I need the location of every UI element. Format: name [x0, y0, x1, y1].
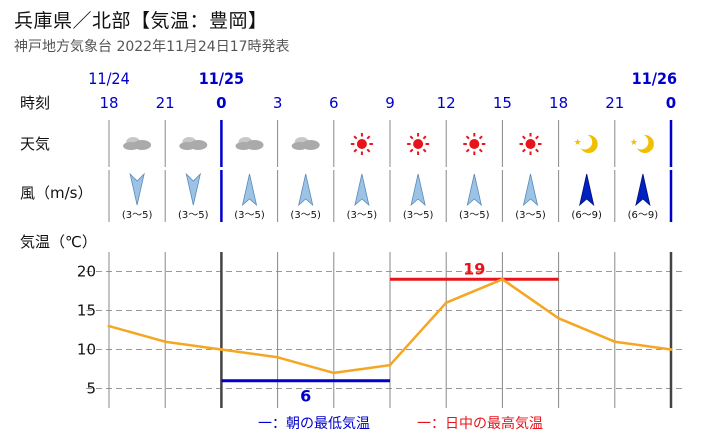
temp-row-label: 気温（℃）: [20, 233, 97, 251]
temperature-point: [669, 348, 673, 351]
hour-label: 12: [437, 94, 456, 112]
temperature-point: [219, 348, 223, 351]
cloudy-icon: [235, 137, 264, 150]
legend-min-label: 一：朝の最低気温: [258, 416, 370, 432]
temperature-point: [107, 324, 111, 328]
wind-arrow-icon: [466, 173, 482, 207]
sunny-icon: [350, 133, 373, 155]
legend-max-label: 一：日中の最高気温: [417, 415, 543, 432]
temperature-point: [276, 355, 280, 359]
page-subtitle: 神戸地方気象台 2022年11月24日17時発表: [14, 39, 290, 55]
wind-speed-range: (3～5): [178, 210, 209, 221]
hour-label: 0: [216, 94, 226, 112]
svg-text:★: ★: [574, 138, 582, 148]
temperature-point: [388, 363, 392, 367]
sunny-icon: [463, 133, 486, 155]
sunny-icon: [519, 133, 542, 155]
date-label: 11/24: [88, 69, 129, 88]
wind-arrow-icon: [635, 173, 651, 207]
y-tick-label: 20: [77, 263, 96, 281]
y-tick-label: 15: [77, 302, 96, 320]
weather-row-label: 天気: [20, 135, 50, 153]
hour-label: 0: [666, 94, 676, 112]
temperature-point: [444, 301, 448, 305]
temperature-point: [500, 277, 504, 281]
wind-speed-range: (3～5): [290, 210, 321, 221]
sunny-icon: [407, 133, 430, 155]
max-temp-label: 19: [463, 259, 485, 278]
wind-speed-range: (3～5): [234, 210, 265, 221]
hour-label: 3: [273, 94, 283, 112]
hour-label: 18: [549, 94, 568, 112]
cloudy-icon: [179, 137, 208, 150]
hour-label: 21: [605, 94, 624, 112]
wind-arrow-icon: [129, 172, 145, 206]
wind-speed-range: (6～9): [571, 210, 602, 221]
date-label: 11/25: [199, 69, 244, 88]
cloudy-icon: [291, 137, 320, 150]
wind-arrow-icon: [410, 173, 426, 207]
hour-label: 6: [329, 94, 339, 112]
hour-label: 15: [493, 94, 512, 112]
hour-label: 21: [156, 94, 175, 112]
y-tick-label: 10: [77, 341, 96, 359]
wind-speed-range: (3～5): [122, 210, 153, 221]
wind-arrow-icon: [522, 173, 539, 207]
wind-speed-range: (6～9): [628, 210, 659, 221]
wind-row-label: 風（m/s）: [20, 184, 92, 202]
wind-speed-range: (3～5): [403, 210, 434, 221]
hour-label: 9: [385, 94, 395, 112]
temperature-point: [557, 316, 561, 320]
wind-speed-range: (3～5): [347, 210, 378, 221]
wind-speed-range: (3～5): [459, 210, 490, 221]
y-tick-label: 5: [86, 380, 96, 398]
wind-speed-range: (3～5): [515, 210, 546, 221]
clear-night-icon: ★: [574, 134, 598, 153]
page-title: 兵庫県／北部【気温：豊岡】: [14, 10, 268, 32]
clear-night-icon: ★: [630, 134, 654, 153]
min-temp-label: 6: [300, 387, 311, 406]
wind-arrow-icon: [298, 173, 314, 207]
time-row-label: 時刻: [20, 94, 50, 112]
svg-text:★: ★: [630, 138, 638, 148]
wind-arrow-icon: [185, 172, 201, 206]
temperature-point: [613, 340, 617, 344]
hour-label: 18: [99, 94, 118, 112]
wind-arrow-icon: [354, 173, 370, 207]
date-label: 11/26: [632, 69, 677, 88]
temperature-point: [332, 371, 336, 375]
wind-arrow-icon: [579, 173, 595, 207]
wind-arrow-icon: [241, 173, 258, 207]
temperature-point: [163, 340, 167, 344]
cloudy-icon: [123, 137, 152, 150]
